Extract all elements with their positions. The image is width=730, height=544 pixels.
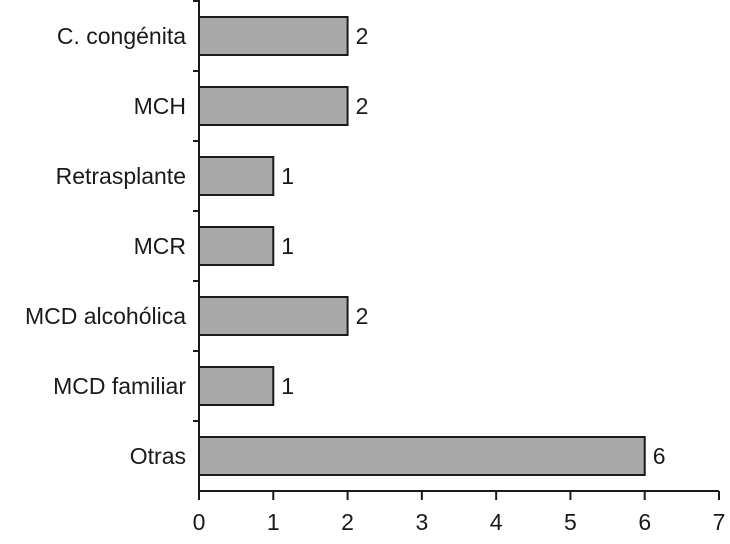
data-label: 2 (356, 93, 369, 119)
bar (198, 296, 349, 336)
y-tick-label: MCH (134, 93, 186, 119)
x-tick-label: 5 (564, 509, 577, 535)
data-label: 2 (356, 303, 369, 329)
y-tick-label: Otras (130, 443, 186, 469)
x-tick-label: 7 (713, 509, 726, 535)
x-tick-label: 4 (490, 509, 503, 535)
bar (198, 226, 275, 266)
x-tick-label: 2 (341, 509, 354, 535)
bar (198, 156, 275, 196)
bar (198, 366, 275, 406)
y-tick-label: C. congénita (57, 23, 186, 49)
data-label: 1 (281, 163, 294, 189)
x-tick-label: 3 (415, 509, 428, 535)
x-tick-label: 6 (638, 509, 651, 535)
bar (198, 86, 349, 126)
y-tick-label: MCD alcohólica (25, 303, 186, 329)
data-label: 6 (653, 443, 666, 469)
bar (198, 436, 646, 476)
y-tick-label: MCD familiar (53, 373, 186, 399)
data-label: 1 (281, 373, 294, 399)
y-tick-label: Retrasplante (56, 163, 186, 189)
data-label: 1 (281, 233, 294, 259)
x-tick-label: 0 (193, 509, 206, 535)
x-tick-label: 1 (267, 509, 280, 535)
y-tick-label: MCR (134, 233, 186, 259)
bar (198, 16, 349, 56)
data-label: 2 (356, 23, 369, 49)
